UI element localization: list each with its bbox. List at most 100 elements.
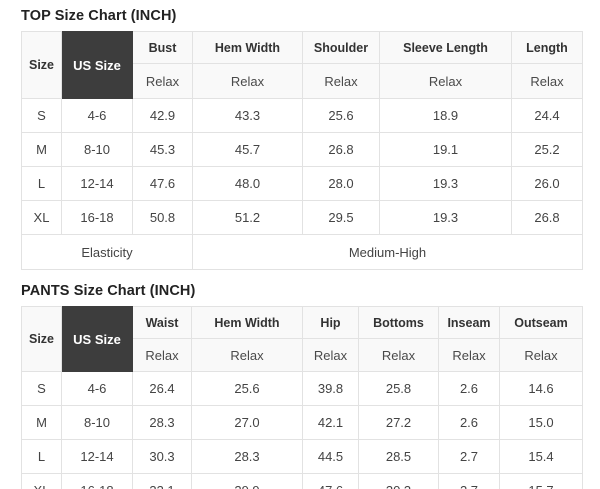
us-size-cell: 8-10 (61, 132, 133, 167)
pants-column-header-waist: Waist (132, 306, 192, 339)
top-column-header-sleeve-length: Sleeve Length (379, 31, 512, 64)
pants-fit-label-inseam: Relax (438, 338, 500, 372)
top-fit-label-shoulder: Relax (302, 63, 380, 99)
pants-row-xl: XL 16-18 33.1 29.9 47.6 30.3 2.7 15.7 (21, 473, 583, 489)
elasticity-row: Elasticity Medium-High (21, 234, 583, 270)
pants-column-header-bottoms: Bottoms (358, 306, 439, 339)
value-cell: 42.1 (302, 405, 359, 440)
pants-fit-label-outseam: Relax (499, 338, 583, 372)
value-cell: 25.8 (358, 371, 439, 406)
value-cell: 43.3 (192, 98, 303, 133)
value-cell: 30.3 (358, 473, 439, 489)
top-chart-title: TOP Size Chart (INCH) (21, 8, 177, 24)
pants-fit-label-bottoms: Relax (358, 338, 439, 372)
top-size-column-header: Size (21, 31, 62, 99)
value-cell: 42.9 (132, 98, 193, 133)
pants-column-header-hem-width: Hem Width (191, 306, 303, 339)
value-cell: 30.3 (132, 439, 192, 474)
value-cell: 14.6 (499, 371, 583, 406)
pants-row-m: M 8-10 28.3 27.0 42.1 27.2 2.6 15.0 (21, 405, 583, 440)
pants-size-column-header: Size (21, 306, 62, 372)
top-row-l: L 12-14 47.6 48.0 28.0 19.3 26.0 (21, 166, 583, 201)
value-cell: 51.2 (192, 200, 303, 235)
value-cell: 28.3 (132, 405, 192, 440)
value-cell: 48.0 (192, 166, 303, 201)
top-row-s: S 4-6 42.9 43.3 25.6 18.9 24.4 (21, 98, 583, 133)
value-cell: 27.2 (358, 405, 439, 440)
value-cell: 29.5 (302, 200, 380, 235)
value-cell: 26.8 (302, 132, 380, 167)
value-cell: 19.3 (379, 166, 512, 201)
top-column-header-length: Length (511, 31, 583, 64)
value-cell: 26.8 (511, 200, 583, 235)
value-cell: 47.6 (132, 166, 193, 201)
value-cell: 15.0 (499, 405, 583, 440)
top-row-xl: XL 16-18 50.8 51.2 29.5 19.3 26.8 (21, 200, 583, 235)
value-cell: 50.8 (132, 200, 193, 235)
value-cell: 33.1 (132, 473, 192, 489)
value-cell: 26.4 (132, 371, 192, 406)
pants-row-l: L 12-14 30.3 28.3 44.5 28.5 2.7 15.4 (21, 439, 583, 474)
value-cell: 29.9 (191, 473, 303, 489)
us-size-cell: 16-18 (61, 200, 133, 235)
us-size-cell: 4-6 (61, 371, 133, 406)
size-cell: XL (21, 473, 62, 489)
pants-column-header-hip: Hip (302, 306, 359, 339)
top-fit-label-sleeve-length: Relax (379, 63, 512, 99)
us-size-cell: 12-14 (61, 439, 133, 474)
size-cell: L (21, 166, 62, 201)
size-cell: M (21, 405, 62, 440)
size-cell: L (21, 439, 62, 474)
top-fit-label-hem-width: Relax (192, 63, 303, 99)
value-cell: 26.0 (511, 166, 583, 201)
value-cell: 45.3 (132, 132, 193, 167)
us-size-cell: 12-14 (61, 166, 133, 201)
value-cell: 2.7 (438, 473, 500, 489)
us-size-cell: 8-10 (61, 405, 133, 440)
pants-fit-label-hem-width: Relax (191, 338, 303, 372)
top-column-header-shoulder: Shoulder (302, 31, 380, 64)
value-cell: 19.1 (379, 132, 512, 167)
size-cell: S (21, 98, 62, 133)
value-cell: 28.0 (302, 166, 380, 201)
size-cell: M (21, 132, 62, 167)
top-size-table: Size US Size Bust Hem Width Shoulder Sle… (21, 31, 583, 270)
pants-row-s: S 4-6 26.4 25.6 39.8 25.8 2.6 14.6 (21, 371, 583, 406)
size-cell: XL (21, 200, 62, 235)
size-cell: S (21, 371, 62, 406)
value-cell: 15.7 (499, 473, 583, 489)
value-cell: 2.7 (438, 439, 500, 474)
value-cell: 2.6 (438, 405, 500, 440)
value-cell: 24.4 (511, 98, 583, 133)
pants-us-size-column-header: US Size (61, 306, 133, 372)
value-cell: 19.3 (379, 200, 512, 235)
us-size-cell: 4-6 (61, 98, 133, 133)
pants-column-header-inseam: Inseam (438, 306, 500, 339)
elasticity-label: Elasticity (21, 234, 193, 270)
top-column-header-bust: Bust (132, 31, 193, 64)
pants-column-header-outseam: Outseam (499, 306, 583, 339)
pants-fit-label-hip: Relax (302, 338, 359, 372)
value-cell: 47.6 (302, 473, 359, 489)
top-row-m: M 8-10 45.3 45.7 26.8 19.1 25.2 (21, 132, 583, 167)
pants-fit-label-waist: Relax (132, 338, 192, 372)
pants-chart-title: PANTS Size Chart (INCH) (21, 283, 196, 299)
top-fit-label-bust: Relax (132, 63, 193, 99)
value-cell: 27.0 (191, 405, 303, 440)
value-cell: 15.4 (499, 439, 583, 474)
value-cell: 2.6 (438, 371, 500, 406)
top-column-header-hem-width: Hem Width (192, 31, 303, 64)
value-cell: 44.5 (302, 439, 359, 474)
top-fit-label-length: Relax (511, 63, 583, 99)
value-cell: 25.6 (191, 371, 303, 406)
value-cell: 25.6 (302, 98, 380, 133)
value-cell: 28.5 (358, 439, 439, 474)
value-cell: 28.3 (191, 439, 303, 474)
value-cell: 18.9 (379, 98, 512, 133)
elasticity-value: Medium-High (192, 234, 583, 270)
top-us-size-column-header: US Size (61, 31, 133, 99)
pants-size-table: Size US Size Waist Hem Width Hip Bottoms… (21, 306, 583, 489)
value-cell: 45.7 (192, 132, 303, 167)
value-cell: 39.8 (302, 371, 359, 406)
